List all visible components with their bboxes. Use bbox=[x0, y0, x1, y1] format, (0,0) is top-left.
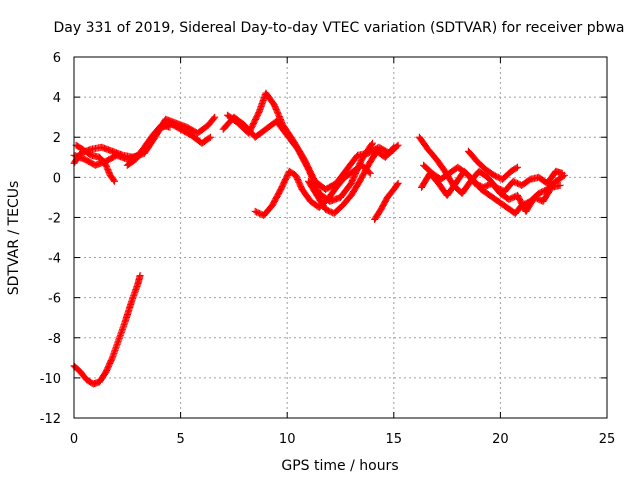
x-tick-label: 25 bbox=[599, 432, 616, 447]
data-point bbox=[393, 181, 401, 189]
plot-frame bbox=[73, 56, 608, 419]
y-tick-label: 0 bbox=[53, 171, 61, 186]
y-tick-label: -12 bbox=[40, 412, 61, 427]
y-tick-label: 4 bbox=[53, 91, 61, 106]
data-point bbox=[514, 163, 521, 171]
data-point bbox=[556, 181, 564, 189]
data-point bbox=[394, 179, 402, 187]
data-point bbox=[366, 169, 374, 177]
data-point bbox=[512, 164, 520, 172]
x-tick-label: 20 bbox=[492, 432, 509, 447]
data-point bbox=[390, 143, 398, 151]
y-tick-label: -4 bbox=[48, 252, 61, 267]
data-point bbox=[206, 133, 214, 141]
data-point bbox=[114, 337, 122, 345]
data-point bbox=[211, 113, 219, 121]
data-point bbox=[393, 142, 401, 150]
y-tick-label: 6 bbox=[53, 51, 61, 66]
data-point bbox=[389, 144, 397, 152]
x-tick-label: 0 bbox=[70, 432, 78, 447]
data-point bbox=[210, 114, 218, 122]
y-tick-label: -8 bbox=[48, 332, 61, 347]
y-tick-label: -6 bbox=[48, 292, 61, 307]
series-trace-13 bbox=[464, 147, 521, 183]
data-point bbox=[166, 123, 174, 131]
series-trace-10 bbox=[305, 143, 398, 217]
y-tick-label: -2 bbox=[48, 211, 61, 226]
series-trace-3 bbox=[72, 141, 118, 185]
chart-title: Day 331 of 2019, Sidereal Day-to-day VTE… bbox=[53, 20, 624, 36]
x-tick-label: 10 bbox=[279, 432, 296, 447]
data-point bbox=[205, 134, 213, 142]
data-point bbox=[394, 141, 402, 149]
series-trace-8 bbox=[251, 161, 374, 219]
series-trace-5 bbox=[70, 272, 144, 388]
data-point bbox=[368, 141, 376, 148]
grid bbox=[74, 57, 607, 418]
series-trace-14 bbox=[420, 161, 564, 215]
data-point bbox=[111, 177, 118, 185]
x-axis-label: GPS time / hours bbox=[281, 458, 398, 474]
data-point bbox=[560, 171, 568, 179]
axis-ticks: 0 5 10 15 20 25 -12 -10 -8 -6 -4 -2 0 2 4 6 bbox=[40, 51, 616, 447]
y-tick-label: 2 bbox=[53, 131, 61, 146]
y-axis-label: SDTVAR / TECUs bbox=[6, 181, 22, 296]
data-point bbox=[136, 272, 144, 280]
data-points bbox=[70, 89, 568, 388]
x-tick-label: 5 bbox=[176, 432, 184, 447]
series-trace-4 bbox=[123, 121, 174, 169]
y-tick-label: -10 bbox=[40, 372, 61, 387]
data-point bbox=[110, 176, 118, 184]
data-point bbox=[559, 172, 567, 180]
data-point bbox=[369, 139, 376, 147]
series-trace-9 bbox=[371, 179, 402, 223]
x-tick-label: 15 bbox=[386, 432, 403, 447]
